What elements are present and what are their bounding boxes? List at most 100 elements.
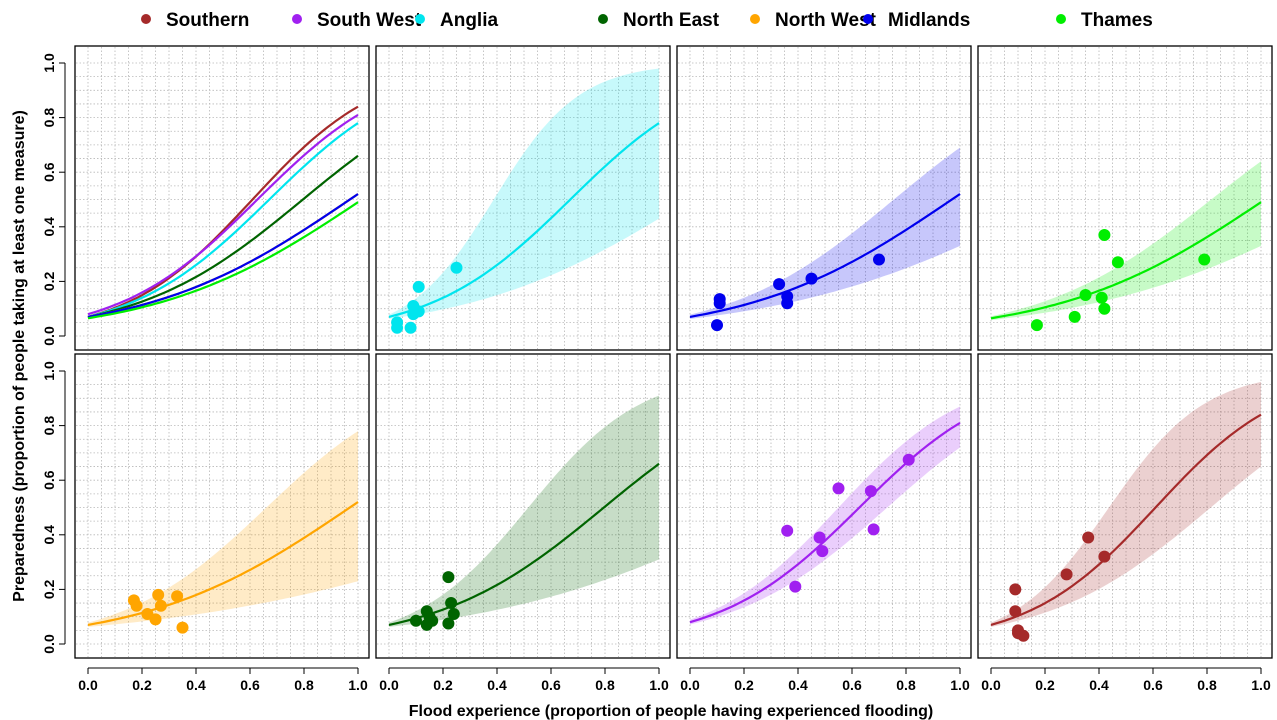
- panel-frame: [676, 45, 972, 351]
- legend-marker-anglia: [415, 14, 425, 24]
- data-point-southern: [1017, 629, 1030, 642]
- data-point-northwest: [154, 599, 167, 612]
- legend-label-southern: Southern: [166, 10, 249, 31]
- panels: 0.0 0.2 0.4 0.6 0.8 1.0 0.0 0.2 0.4 0.6 0.8 1.0 0.0 0…: [41, 45, 1273, 693]
- y-tick-label: 1.0: [41, 361, 57, 381]
- x-axis: 0.0 0.2 0.4 0.6 0.8 1.0: [78, 667, 368, 693]
- y-axis: 0.0 0.2 0.4 0.6 0.8 1.0: [41, 53, 66, 346]
- data-point-northeast: [445, 597, 458, 610]
- fit-line-southern: [990, 413, 1262, 626]
- grid: [377, 47, 669, 349]
- data-point-southwest: [816, 545, 829, 558]
- data-point-southern: [1009, 605, 1022, 618]
- legend-label-midlands: Midlands: [888, 10, 970, 31]
- data-point-midlands: [773, 278, 786, 291]
- y-tick-label: 0.6: [41, 162, 57, 182]
- data-point-midlands: [713, 293, 726, 306]
- panel-r1c2: 0.0 0.2 0.4 0.6 0.8 1.0: [676, 353, 972, 693]
- data-point-midlands: [711, 319, 723, 332]
- panel-frame: [977, 353, 1273, 659]
- data-point-northwest: [171, 590, 184, 603]
- y-axis-title: Preparedness (proportion of people takin…: [11, 110, 28, 602]
- data-point-southern: [1009, 583, 1022, 596]
- panel-frame: [375, 353, 671, 659]
- x-tick-label: 0.6: [240, 677, 260, 693]
- y-tick-label: 0.2: [41, 579, 57, 599]
- data-point-southwest: [902, 453, 915, 466]
- panel-r0c0: 0.0 0.2 0.4 0.6 0.8 1.0: [41, 45, 370, 351]
- y-tick-label: 0.4: [41, 525, 57, 545]
- y-tick-label: 0.4: [41, 217, 57, 237]
- grid: [76, 355, 368, 657]
- data-point-northwest: [176, 621, 189, 634]
- legend-label-thames: Thames: [1081, 10, 1153, 31]
- legend-marker-northeast: [598, 14, 608, 24]
- fit-line-midlands: [689, 193, 961, 318]
- data-point-southwest: [867, 523, 880, 536]
- x-tick-label: 0.2: [132, 677, 152, 693]
- data-point-thames: [1198, 253, 1211, 266]
- ci-band-southwest: [690, 406, 960, 625]
- panel-r1c3: 0.0 0.2 0.4 0.6 0.8 1.0: [977, 353, 1273, 693]
- x-tick-label: 0.2: [1035, 677, 1055, 693]
- data-point-northwest: [149, 613, 162, 626]
- data-point-anglia: [391, 316, 404, 329]
- x-tick-label: 1.0: [649, 677, 669, 693]
- x-tick-label: 0.8: [896, 677, 916, 693]
- data-point-thames: [1030, 319, 1043, 332]
- data-point-northeast: [442, 571, 455, 584]
- x-tick-label: 0.6: [842, 677, 862, 693]
- data-point-anglia: [412, 305, 425, 318]
- x-tick-label: 1.0: [950, 677, 970, 693]
- data-point-southern: [1082, 531, 1095, 544]
- x-axis: 0.0 0.2 0.4 0.6 0.8 1.0: [379, 667, 669, 693]
- fit-line-anglia: [87, 122, 359, 318]
- data-point-thames: [1068, 310, 1081, 323]
- panel-frame: [676, 353, 972, 659]
- legend-label-southwest: South West: [317, 10, 422, 31]
- data-point-northeast: [426, 614, 439, 627]
- panel-frame: [74, 353, 370, 659]
- y-tick-label: 1.0: [41, 53, 57, 73]
- fit-line-thames: [990, 201, 1262, 320]
- fit-line-southwest: [87, 113, 359, 316]
- y-tick-label: 0.0: [41, 326, 57, 346]
- data-point-midlands: [781, 290, 794, 303]
- x-tick-label: 0.0: [680, 677, 700, 693]
- x-axis: 0.0 0.2 0.4 0.6 0.8 1.0: [680, 667, 970, 693]
- legend-label-anglia: Anglia: [440, 10, 498, 31]
- panel-frame: [977, 45, 1273, 351]
- x-tick-label: 0.4: [1089, 677, 1109, 693]
- data-point-thames: [1111, 256, 1124, 269]
- y-tick-label: 0.8: [41, 416, 57, 436]
- ci-band-northwest: [88, 431, 358, 627]
- fit-line-southwest: [689, 421, 961, 624]
- x-tick-label: 0.2: [433, 677, 453, 693]
- legend-marker-thames: [1056, 14, 1066, 24]
- x-tick-label: 0.8: [595, 677, 615, 693]
- x-tick-label: 0.4: [487, 677, 507, 693]
- data-point-northwest: [152, 588, 165, 601]
- legend-marker-midlands: [863, 14, 873, 24]
- data-point-thames: [1095, 291, 1108, 304]
- x-tick-label: 0.8: [1197, 677, 1217, 693]
- panel-frame: [74, 45, 370, 351]
- panel-frame: [375, 45, 671, 351]
- grid: [678, 355, 970, 657]
- panel-r1c0: 0.0 0.2 0.4 0.6 0.8 1.0 0.0 0.2 0.4 0.6 0.8 1.0: [41, 353, 370, 693]
- x-tick-label: 0.0: [379, 677, 399, 693]
- data-point-midlands: [873, 253, 885, 266]
- x-tick-label: 0.0: [78, 677, 98, 693]
- data-point-anglia: [450, 261, 463, 274]
- data-point-thames: [1098, 228, 1111, 241]
- data-point-southern: [1098, 550, 1111, 563]
- x-tick-label: 1.0: [348, 677, 368, 693]
- data-point-thames: [1079, 289, 1092, 302]
- y-tick-label: 0.8: [41, 108, 57, 128]
- data-point-northwest: [130, 599, 143, 612]
- fit-line-thames: [87, 201, 359, 320]
- ci-band-northeast: [389, 395, 659, 627]
- x-tick-label: 0.4: [788, 677, 808, 693]
- fit-line-northeast: [87, 154, 359, 318]
